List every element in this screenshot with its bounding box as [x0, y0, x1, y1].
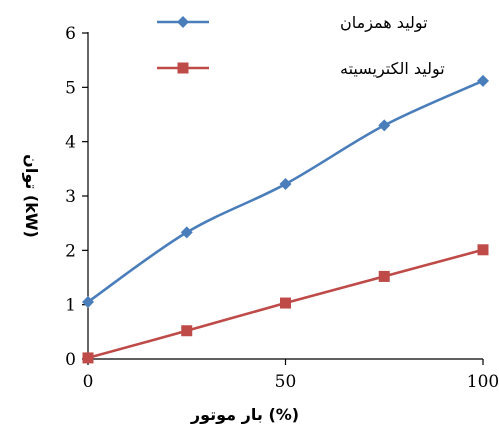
legend-marker: [177, 16, 189, 28]
legend-item-1: تولید همزمان: [157, 13, 428, 33]
y-axis-title: توان (kW): [22, 154, 41, 238]
y-tick-label: 5: [65, 78, 76, 98]
data-point: [280, 297, 291, 309]
y-tick-label: 3: [65, 187, 76, 207]
x-tick-label: 100: [467, 372, 499, 392]
data-point: [82, 295, 94, 308]
series-1: [82, 74, 489, 308]
y-tick-label: 2: [65, 241, 76, 261]
x-ticks: 0 50 100: [83, 359, 499, 392]
y-tick-label: 6: [65, 24, 76, 44]
y-tick-label: 4: [65, 133, 76, 153]
x-axis-title: بار موتور (%): [190, 405, 299, 424]
x-tick-label: 0: [83, 372, 94, 392]
data-point: [181, 325, 193, 337]
data-point: [180, 226, 193, 239]
data-point: [477, 244, 489, 256]
legend-label: تولید الکتریسیته: [340, 59, 445, 79]
data-point: [477, 74, 489, 87]
legend-label: تولید همزمان: [340, 13, 428, 33]
data-point: [378, 119, 391, 132]
plot-area: 0 1 2 3 4 5 6 0 50 100: [65, 24, 499, 392]
data-point: [279, 178, 292, 191]
data-point: [82, 352, 94, 364]
series-line: [87, 79, 484, 304]
data-point: [378, 270, 390, 282]
legend-marker: [177, 62, 189, 74]
y-ticks: 0 1 2 3 4 5 6: [65, 24, 88, 370]
series-layer: [82, 74, 489, 364]
series-2: [82, 244, 489, 364]
y-tick-label: 0: [65, 350, 76, 370]
x-tick-label: 50: [275, 372, 297, 392]
legend-item-2: تولید الکتریسیته: [157, 59, 445, 79]
y-tick-label: 1: [65, 296, 76, 316]
legend: تولید همزمان تولید الکتریسیته: [157, 13, 445, 79]
